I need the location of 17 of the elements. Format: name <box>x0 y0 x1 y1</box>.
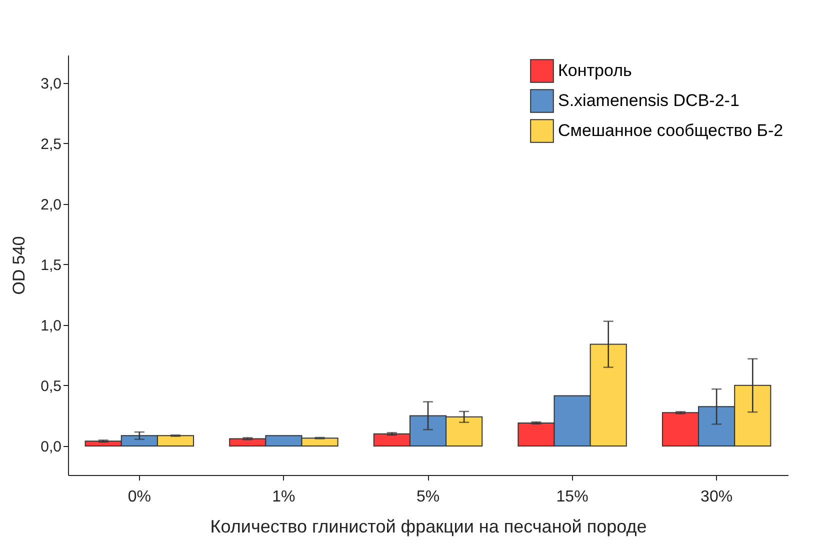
y-tick-label: 0,0 <box>40 438 62 456</box>
y-tick-label: 0,5 <box>40 378 62 395</box>
legend-label: Смешанное сообщество Б-2 <box>558 121 784 140</box>
y-tick-label: 1,0 <box>40 317 62 334</box>
y-tick-label: 3,0 <box>40 75 62 92</box>
y-tick-label: 1,5 <box>40 256 62 274</box>
x-tick-label: 1% <box>272 488 296 506</box>
legend-label: S.xiamenensis DCB-2-1 <box>558 91 740 110</box>
legend-label: Контроль <box>558 61 632 80</box>
y-tick-label: 2,5 <box>40 136 62 153</box>
y-tick-label: 2,0 <box>40 196 62 214</box>
x-tick-label: 15% <box>556 488 588 506</box>
x-tick-label: 0% <box>128 488 151 506</box>
x-axis-title: Количество глинистой фракции на песчаной породе <box>210 516 647 536</box>
x-tick-label: 5% <box>416 488 440 506</box>
x-tick-label: 30% <box>700 488 733 506</box>
y-axis-title: OD 540 <box>10 236 29 295</box>
